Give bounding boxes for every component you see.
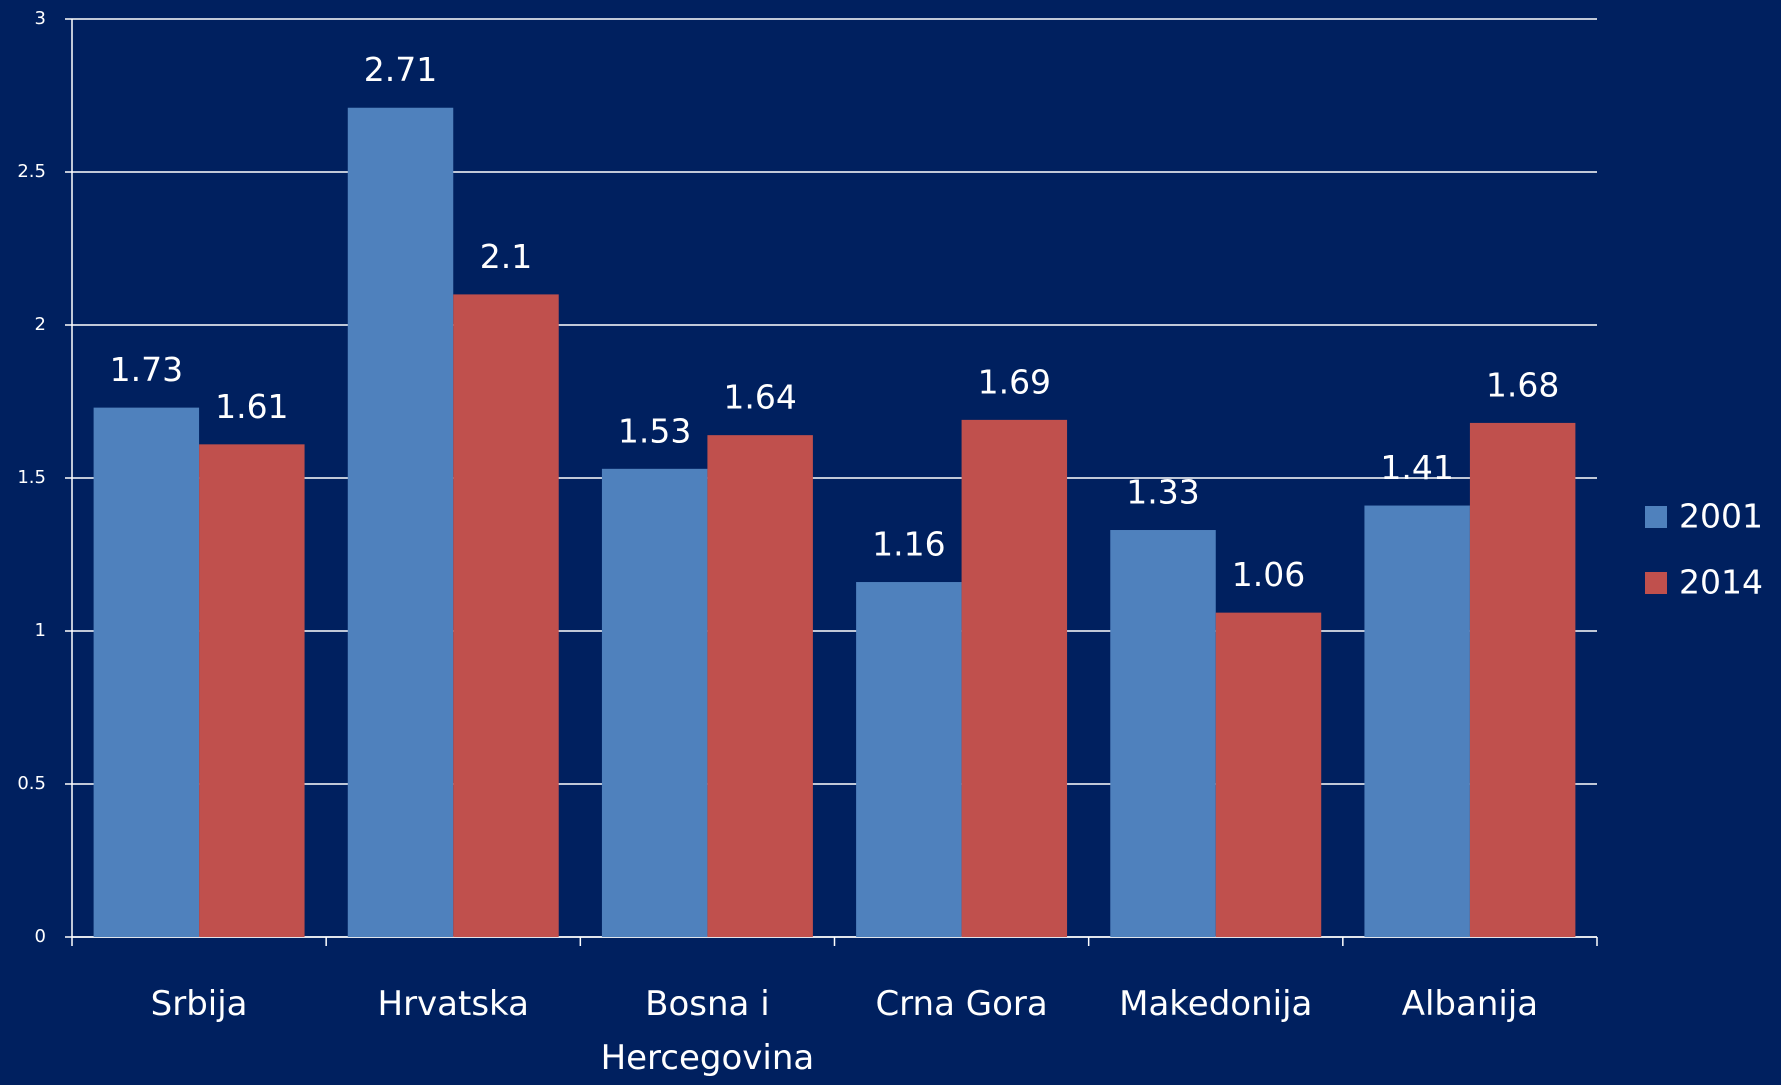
legend-label: 2001	[1679, 497, 1763, 536]
data-label: 1.06	[1232, 555, 1305, 594]
bar	[93, 407, 200, 937]
data-label: 1.69	[978, 362, 1051, 401]
bar	[1364, 505, 1470, 937]
y-tick-label: 2.5	[17, 161, 46, 182]
x-tick-label: Srbija	[150, 984, 248, 1024]
data-label: 1.41	[1380, 448, 1453, 487]
legend-swatch	[1645, 506, 1667, 528]
y-tick-label: 0	[35, 926, 46, 947]
x-tick-label: Bosna i Hercegovina	[600, 984, 815, 1078]
data-label: 1.68	[1486, 365, 1559, 404]
legend-swatch	[1645, 572, 1667, 594]
y-tick-label: 0.5	[17, 773, 46, 794]
x-tick-label: Makedonija	[1119, 984, 1313, 1024]
bar	[453, 294, 559, 937]
y-tick-label: 1	[35, 620, 46, 641]
y-tick-label: 2	[35, 314, 46, 335]
data-label: 1.53	[618, 411, 691, 450]
bar	[601, 468, 708, 937]
data-label: 1.16	[872, 525, 945, 564]
data-label: 1.73	[110, 350, 183, 389]
data-label: 1.33	[1126, 473, 1199, 512]
bar	[199, 444, 305, 937]
data-label: 1.64	[723, 378, 796, 417]
x-tick-label: Crna Gora	[875, 984, 1048, 1024]
data-label: 2.1	[480, 237, 532, 276]
x-tick-label: Hrvatska	[377, 984, 529, 1024]
legend-label: 2014	[1679, 563, 1763, 602]
bar	[856, 582, 962, 937]
bar	[1110, 530, 1216, 937]
bar	[1215, 612, 1322, 937]
x-tick-label: Albanija	[1401, 984, 1539, 1024]
y-tick-label: 3	[35, 8, 46, 29]
bar	[347, 107, 454, 938]
data-label: 2.71	[364, 50, 437, 89]
bar	[961, 419, 1068, 937]
data-label: 1.61	[215, 387, 288, 426]
bar	[1469, 422, 1576, 937]
y-tick-label: 1.5	[17, 467, 46, 488]
bar	[707, 435, 813, 937]
